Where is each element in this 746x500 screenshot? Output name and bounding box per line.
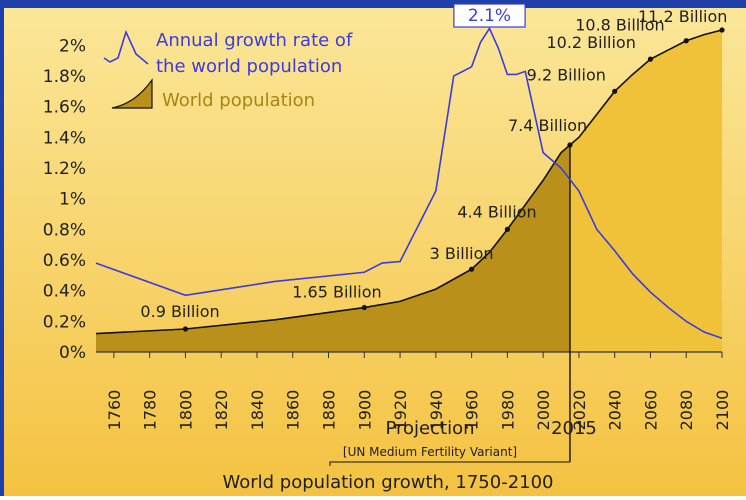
population-point: [182, 326, 189, 332]
growth-legend-label-2: the world population: [156, 56, 342, 77]
axes-group: 0% 0.2% 0.4% 0.6% 0.8% 1% 1.2% 1.4% 1.6% 1.8% 2% 17…: [43, 36, 732, 430]
population-legend-label: World population: [162, 90, 315, 111]
x-tick-label: 1960: [463, 390, 482, 431]
y-tick-label: 2%: [59, 36, 86, 56]
population-point-label: 11.2 Billion: [638, 7, 727, 26]
x-tick-label: 1980: [498, 390, 517, 431]
population-legend-icon: [111, 78, 153, 109]
peak-label: 2.1%: [468, 6, 511, 26]
population-point: [647, 56, 654, 62]
x-tick-label: 1800: [176, 390, 195, 431]
population-point-label: 10.8 Billion: [575, 16, 664, 35]
y-tick-label: 0.2%: [43, 312, 86, 332]
population-point: [504, 226, 510, 232]
projection-note: [UN Medium Fertility Variant]: [343, 445, 517, 459]
y-tick-label: 1.4%: [43, 128, 86, 148]
x-tick-label: 1940: [427, 390, 446, 431]
historic-population-area: [96, 145, 570, 352]
population-point-label: 4.4 Billion: [457, 202, 536, 221]
x-tick-label: 2060: [641, 390, 660, 431]
projection-bracket: [329, 461, 570, 466]
projection-start-label: 2015: [551, 418, 597, 439]
x-tick-label: 2080: [677, 390, 696, 431]
x-tick-label: 1840: [248, 390, 267, 431]
y-tick-label: 1.2%: [43, 159, 86, 179]
population-point-label: 10.2 Billion: [546, 33, 635, 52]
x-tick-label: 1900: [355, 390, 374, 431]
x-tick-label: 2040: [606, 390, 625, 431]
x-tick-label: 1860: [284, 390, 303, 431]
population-area-group: [96, 30, 722, 352]
top-border: [0, 0, 746, 8]
y-tick-label: 1.8%: [43, 67, 86, 87]
chart-title: World population growth, 1750-2100: [223, 472, 554, 493]
x-tick-label: 1920: [391, 390, 410, 431]
peak-label-box: [453, 3, 526, 28]
x-tick-label: 1880: [320, 390, 339, 431]
population-point: [469, 266, 475, 272]
x-tick-label: 2020: [570, 390, 589, 431]
population-point: [719, 27, 725, 33]
population-point-label: 1.65 Billion: [292, 283, 381, 302]
y-tick-label: 1.6%: [43, 98, 86, 118]
y-tick-label: 0.4%: [43, 282, 86, 302]
left-border: [0, 0, 4, 496]
population-point-label: 3 Billion: [430, 244, 494, 263]
growth-legend-label: Annual growth rate of: [156, 30, 353, 51]
x-tick-label: 1820: [212, 390, 231, 431]
population-point: [612, 88, 618, 94]
x-tick-label: 1780: [141, 390, 160, 431]
labels-group: 0.9 Billion 1.65 Billion 3 Billion 4.4 Bill…: [140, 7, 727, 332]
y-tick-label: 0.6%: [43, 251, 86, 271]
legend: Annual growth rate of the world populatio…: [103, 29, 353, 111]
population-point-label: 0.9 Billion: [140, 302, 219, 321]
population-point: [567, 142, 573, 148]
y-tick-label: 0.8%: [43, 220, 86, 240]
y-tick-label: 1%: [59, 190, 86, 210]
x-tick-label: 1760: [105, 390, 124, 431]
y-tick-label: 0%: [59, 343, 86, 363]
x-tick-label: 2100: [713, 390, 732, 431]
growth-legend-icon: [103, 29, 149, 65]
population-point: [683, 38, 689, 44]
projection-label: Projection: [385, 418, 474, 439]
world-population-line: [95, 29, 723, 335]
population-point: [361, 304, 367, 311]
population-point-label: 9.2 Billion: [527, 65, 606, 84]
projected-population-area: [569, 30, 722, 352]
population-point-label: 7.4 Billion: [508, 116, 587, 135]
growth-rate-line: [95, 26, 723, 339]
lines-group: [95, 26, 723, 466]
x-tick-label: 2000: [534, 390, 553, 431]
